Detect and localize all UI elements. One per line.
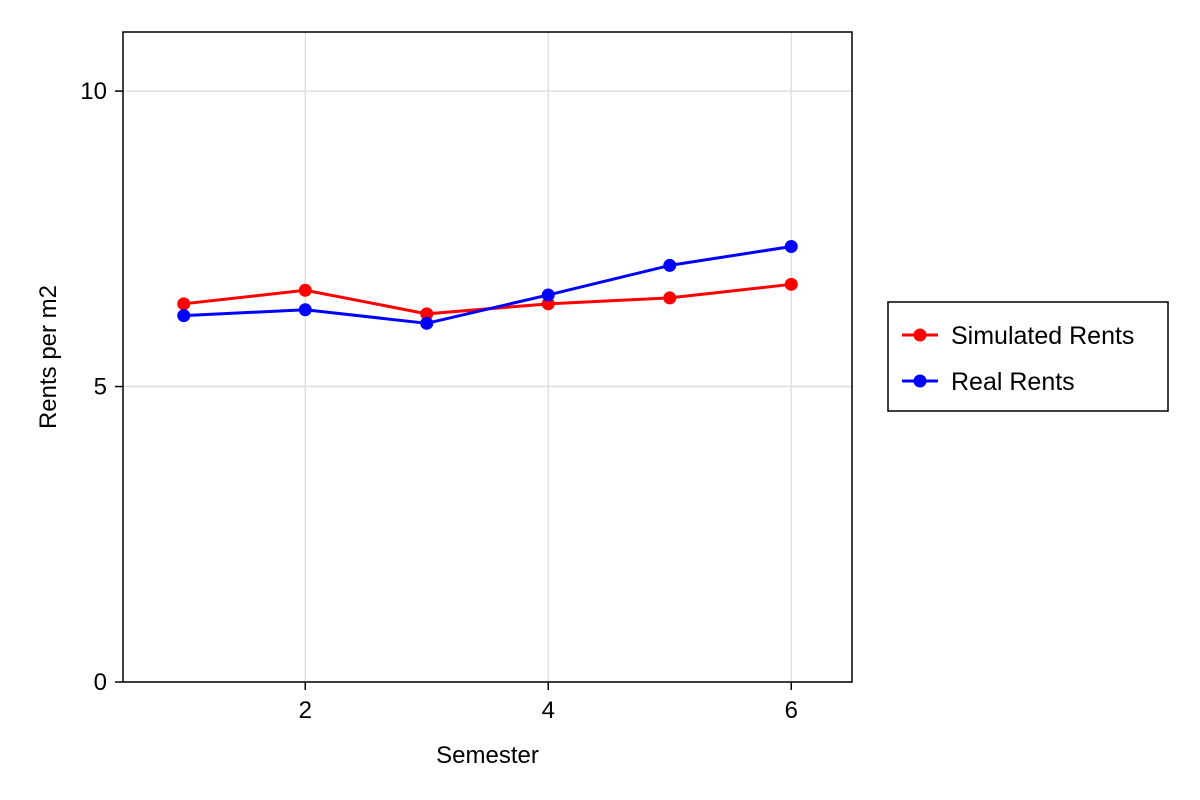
y-axis-label: Rents per m2: [35, 285, 62, 429]
simulated-rents-point: [298, 283, 312, 297]
real-rents-point: [177, 309, 191, 323]
real-rents-point: [541, 288, 555, 302]
legend-label-real-rents: Real Rents: [951, 368, 1075, 396]
simulated-rents-point: [177, 297, 191, 311]
x-tick-label: 4: [542, 697, 555, 724]
simulated-rents-point: [663, 291, 677, 305]
grid-lines: [123, 32, 852, 683]
real-rents-point: [663, 258, 677, 272]
legend-label-simulated-rents: Simulated Rents: [951, 322, 1134, 350]
real-rents-point: [298, 303, 312, 317]
real-rents-point: [420, 316, 434, 330]
x-tick-label: 6: [785, 697, 798, 724]
simulated-rents-point: [420, 307, 434, 321]
x-tick-label: 2: [299, 697, 312, 724]
real-rents-point: [784, 240, 798, 253]
legend-marker-real-rents: [913, 374, 927, 388]
legend-box: [887, 301, 1169, 412]
series-layer: [177, 240, 798, 330]
x-axis-label: Semester: [436, 742, 539, 769]
legend-marker-simulated-rents: [913, 328, 927, 342]
simulated-rents-point: [784, 277, 798, 291]
real-rents-line: [183, 245, 792, 325]
y-tick-label: 0: [94, 669, 107, 696]
y-tick-label: 10: [80, 78, 107, 105]
axis-ticks: 2 4 6 0 5 10: [80, 78, 798, 724]
legend: Simulated Rents Real Rents: [887, 301, 1169, 412]
plot-area-frame: [122, 31, 853, 683]
y-tick-label: 5: [94, 374, 107, 401]
